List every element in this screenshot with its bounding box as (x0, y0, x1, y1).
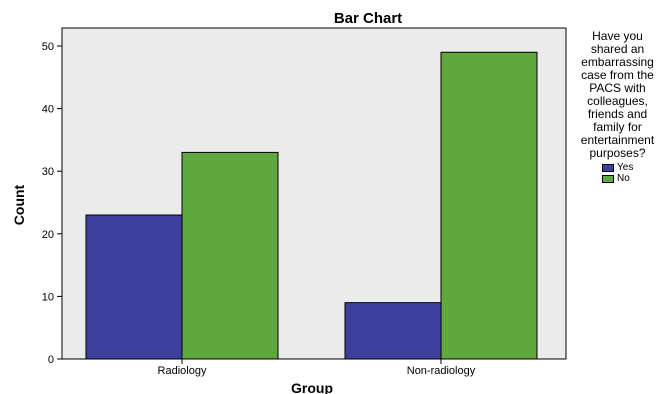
x-axis: Radiology Non-radiology (158, 359, 476, 377)
y-tick-label: 0 (48, 354, 54, 366)
legend-title-line: colleagues, (587, 94, 648, 108)
legend-title-line: embarrassing (581, 55, 654, 69)
bar-yes-non-radiology (344, 302, 442, 360)
bar-yes-radiology (85, 214, 183, 360)
legend-title-line: PACS with (589, 81, 646, 95)
bar-no-radiology (181, 151, 279, 360)
x-tick-label: Radiology (158, 365, 207, 377)
y-axis: 0 10 20 30 40 50 (42, 41, 62, 366)
legend-title-line: Have you (592, 29, 643, 43)
legend-label: No (617, 173, 630, 184)
y-tick-label: 50 (42, 41, 54, 53)
y-axis-label: Count (11, 184, 27, 225)
y-tick-label: 40 (42, 104, 54, 116)
x-axis-label: Group (291, 380, 333, 394)
x-tick-label: Non-radiology (407, 365, 476, 377)
legend-title-line: family for (593, 120, 642, 134)
bars (85, 51, 538, 360)
chart-title: Bar Chart (334, 10, 402, 27)
legend-item-yes: Yes (602, 162, 669, 173)
y-tick-label: 30 (42, 166, 54, 178)
y-tick-label: 20 (42, 229, 54, 241)
legend-title-line: case from the (581, 68, 654, 82)
legend-swatch (602, 163, 614, 172)
legend-title: Have you shared an embarrassing case from t… (566, 30, 669, 160)
legend-items: Yes No (602, 162, 669, 184)
legend: Have you shared an embarrassing case from t… (566, 30, 669, 185)
y-tick-label: 10 (42, 291, 54, 303)
legend-item-no: No (602, 173, 669, 184)
bar-no-non-radiology (440, 51, 538, 360)
legend-title-line: purposes? (589, 146, 646, 160)
legend-title-line: entertainment (580, 133, 655, 147)
legend-swatch (602, 174, 614, 183)
legend-title-line: shared an (590, 42, 645, 56)
legend-title-line: friends and (587, 107, 648, 121)
legend-label: Yes (617, 162, 634, 173)
